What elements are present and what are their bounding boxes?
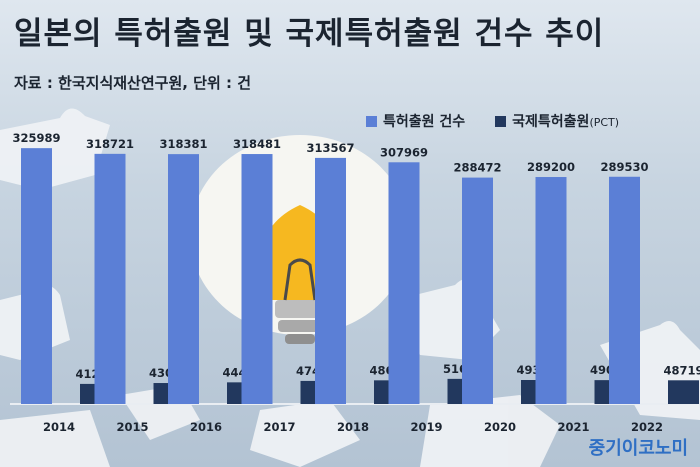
- data-label-series1-2022: 289530: [600, 160, 648, 174]
- x-tick-label-2020: 2020: [484, 420, 516, 434]
- bar-series1-2019: [388, 162, 420, 404]
- x-tick-label-2018: 2018: [337, 420, 369, 434]
- data-label-series1-2017: 318481: [233, 137, 281, 151]
- legend-label-series2: 국제특허출원: [512, 114, 590, 130]
- data-label-series2-2022: 48719: [663, 363, 700, 377]
- legend-item-series1: 특허출원 건수: [366, 111, 465, 131]
- bar-series1-2015: [94, 153, 126, 404]
- data-label-series1-2019: 307969: [380, 145, 428, 159]
- chart-legend: 특허출원 건수 국제특허출원(PCT): [366, 111, 619, 131]
- bar-series1-2016: [168, 154, 199, 404]
- legend-swatch-series1: [366, 115, 377, 127]
- bar-series1-2020: [462, 177, 493, 404]
- bar-series1-2014: [21, 148, 52, 404]
- legend-item-series2: 국제특허출원(PCT): [495, 111, 619, 131]
- data-label-series1-2016: 318381: [159, 137, 207, 151]
- x-tick-label-2016: 2016: [190, 420, 222, 434]
- brand-logo-text: 중기이코노미: [588, 438, 688, 459]
- data-label-series1-2014: 325989: [12, 131, 60, 145]
- x-tick-label-2022: 2022: [631, 420, 663, 434]
- legend-label-pct: (PCT): [589, 116, 620, 129]
- page-title: 일본의 특허출원 및 국제특허출원 건수 추이: [14, 16, 605, 52]
- data-label-series1-2021: 289200: [527, 160, 575, 174]
- legend-swatch-series2: [495, 115, 507, 127]
- bar-series1-2021: [535, 177, 567, 404]
- bar-series2-2022: [668, 380, 699, 404]
- data-label-series1-2018: 313567: [306, 141, 354, 155]
- data-label-series1-2020: 288472: [453, 161, 501, 175]
- x-tick-label-2014: 2014: [43, 420, 75, 434]
- x-tick-label-2021: 2021: [557, 420, 589, 434]
- source-note: 자료 : 한국지식재산연구원, 단위 : 건: [14, 74, 252, 92]
- legend-label-series1: 특허출원 건수: [383, 114, 466, 130]
- bar-series1-2022: [609, 176, 640, 404]
- data-label-series1-2015: 318721: [86, 137, 134, 151]
- x-tick-label-2015: 2015: [116, 420, 148, 434]
- x-tick-label-2019: 2019: [410, 420, 442, 434]
- x-tick-label-2017: 2017: [263, 420, 295, 434]
- bar-series1-2018: [315, 157, 346, 404]
- bar-series1-2017: [241, 154, 273, 404]
